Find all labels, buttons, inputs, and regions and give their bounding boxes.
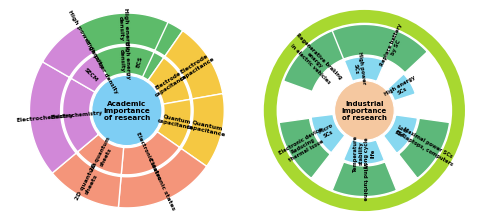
Polygon shape xyxy=(398,118,450,178)
Text: Micro
SCs: Micro SCs xyxy=(318,123,337,140)
Polygon shape xyxy=(71,55,108,92)
Text: Quantum
capacitance: Quantum capacitance xyxy=(186,119,227,138)
Polygon shape xyxy=(119,13,183,56)
Polygon shape xyxy=(95,46,154,78)
Polygon shape xyxy=(279,118,330,178)
Polygon shape xyxy=(119,149,207,208)
Text: Wind turbine: Wind turbine xyxy=(362,162,367,200)
Polygon shape xyxy=(47,13,121,72)
Text: High energy
density: High energy density xyxy=(119,41,131,79)
Text: High energy
density: High energy density xyxy=(117,8,130,50)
Polygon shape xyxy=(344,57,385,82)
Text: Temperature
stability
Long cycle
life: Temperature stability Long cycle life xyxy=(353,135,376,172)
Text: Replace battery
by SC: Replace battery by SC xyxy=(379,23,408,69)
Polygon shape xyxy=(77,134,123,175)
Text: High power density: High power density xyxy=(84,39,119,94)
Text: Regenerative braking
energy
in electric vehicles: Regenerative braking energy in electric … xyxy=(287,32,342,88)
Polygon shape xyxy=(62,78,99,152)
Text: Electrode
capacitance: Electrode capacitance xyxy=(151,69,188,98)
Text: Academic
Importance
of research: Academic Importance of research xyxy=(104,101,150,120)
Text: High power
SCs: High power SCs xyxy=(351,51,366,85)
Polygon shape xyxy=(388,74,415,101)
Circle shape xyxy=(276,23,452,198)
Polygon shape xyxy=(332,162,396,197)
Text: Electrode
capacitance: Electrode capacitance xyxy=(176,51,216,82)
Polygon shape xyxy=(121,46,164,80)
Polygon shape xyxy=(121,132,180,175)
Polygon shape xyxy=(383,115,418,153)
Polygon shape xyxy=(366,25,427,73)
Text: Electronic device
Reducing
thermal issue: Electronic device Reducing thermal issue xyxy=(277,126,329,166)
Polygon shape xyxy=(30,62,76,173)
Polygon shape xyxy=(157,99,191,147)
Text: High power density: High power density xyxy=(67,10,105,69)
Text: ECS: ECS xyxy=(136,55,144,68)
Circle shape xyxy=(92,75,162,146)
Polygon shape xyxy=(165,31,223,99)
Text: Electronic states: Electronic states xyxy=(147,158,176,211)
Polygon shape xyxy=(284,30,346,91)
Text: Electrochemistry: Electrochemistry xyxy=(50,110,103,120)
Polygon shape xyxy=(332,24,396,59)
Text: Low
ESR: Low ESR xyxy=(393,125,409,140)
Polygon shape xyxy=(311,114,345,153)
Polygon shape xyxy=(343,139,384,164)
Circle shape xyxy=(264,10,465,211)
Text: Electrochemistry: Electrochemistry xyxy=(16,113,74,123)
Text: 2D quantum
sheets: 2D quantum sheets xyxy=(75,162,104,204)
Text: High energy
SCs: High energy SCs xyxy=(383,75,419,103)
Text: SECM: SECM xyxy=(83,67,99,83)
Text: 2D quantum
sheets: 2D quantum sheets xyxy=(90,136,117,175)
Text: Maximal power SCs
for laptops, computers: Maximal power SCs for laptops, computers xyxy=(394,125,457,167)
Polygon shape xyxy=(181,93,224,166)
Text: Quantum
capacitance: Quantum capacitance xyxy=(157,112,196,131)
Polygon shape xyxy=(43,26,94,77)
Polygon shape xyxy=(74,46,123,89)
Text: Electronic states: Electronic states xyxy=(135,132,162,181)
Text: Industrial
Importance
of research: Industrial Importance of research xyxy=(342,101,387,120)
Polygon shape xyxy=(78,13,168,53)
Polygon shape xyxy=(346,57,369,81)
Polygon shape xyxy=(52,153,121,208)
Polygon shape xyxy=(148,58,190,104)
Circle shape xyxy=(334,81,394,140)
